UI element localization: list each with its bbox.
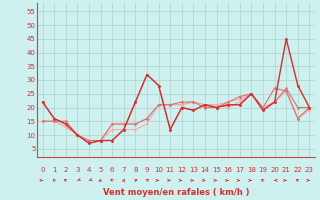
X-axis label: Vent moyen/en rafales ( km/h ): Vent moyen/en rafales ( km/h ) bbox=[103, 188, 249, 197]
